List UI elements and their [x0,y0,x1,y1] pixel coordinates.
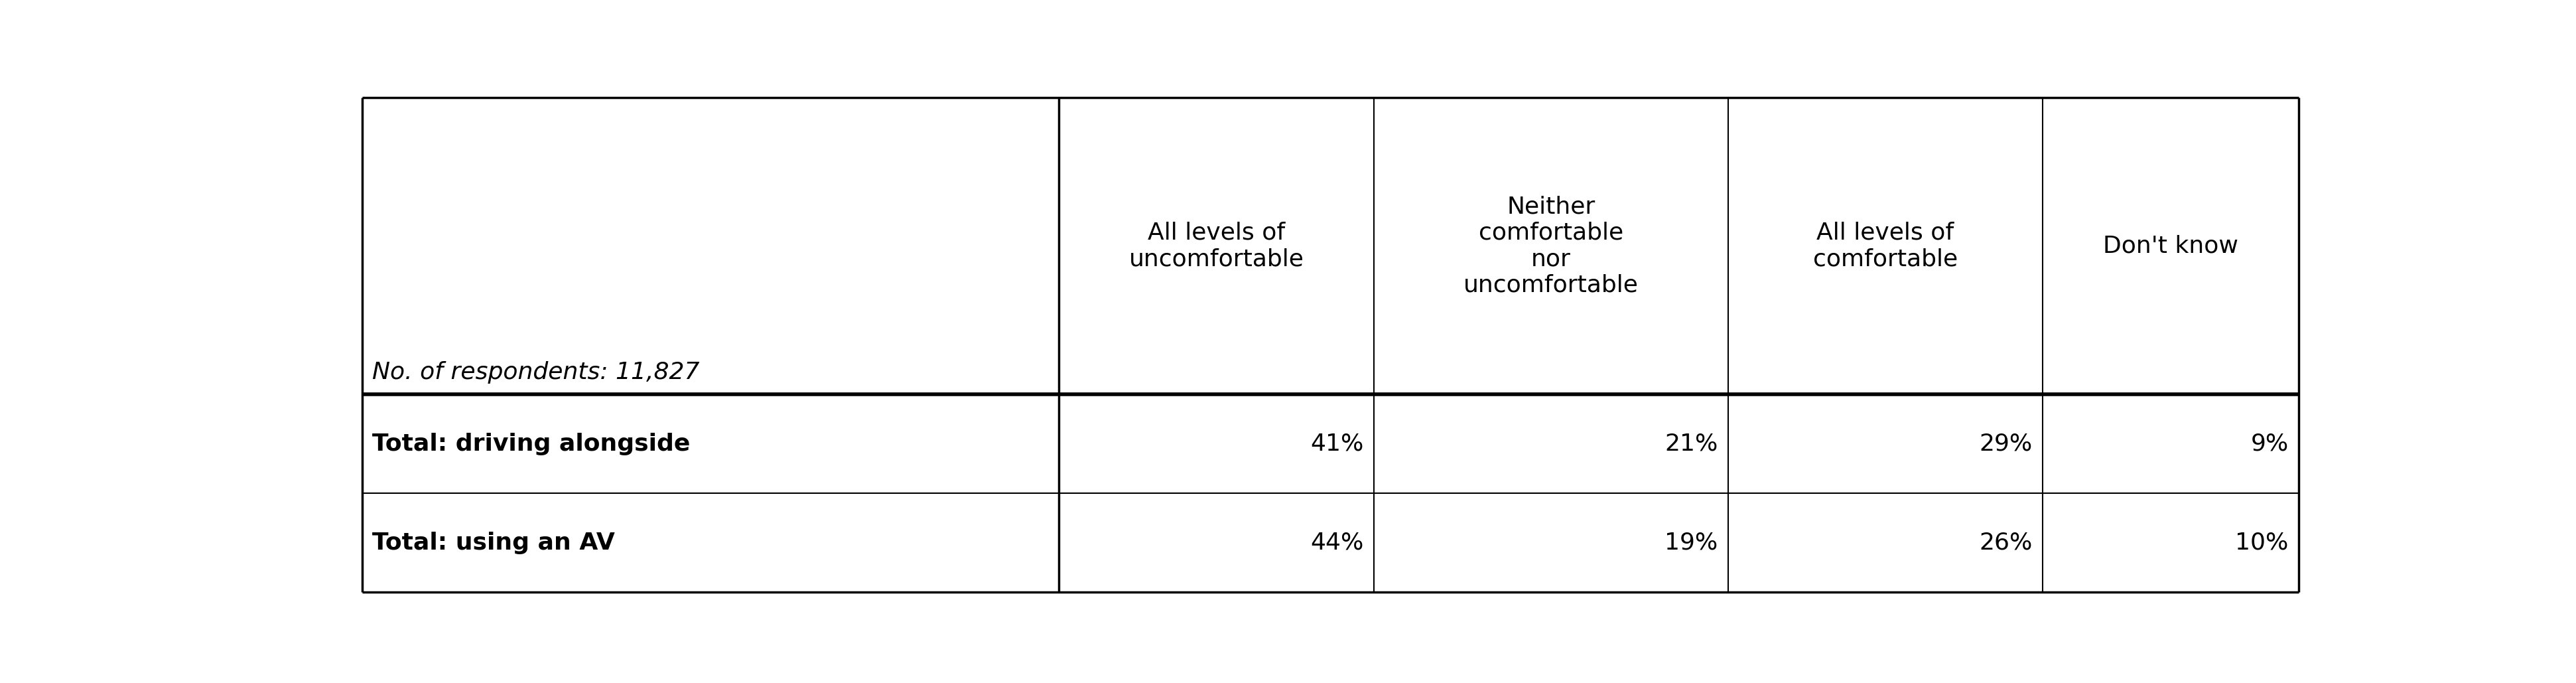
Text: All levels of
comfortable: All levels of comfortable [1814,222,1958,270]
Text: 9%: 9% [2251,432,2287,455]
Text: Don't know: Don't know [2102,235,2239,257]
Text: Total: driving alongside: Total: driving alongside [371,432,690,455]
Text: 29%: 29% [1978,432,2032,455]
Text: All levels of
uncomfortable: All levels of uncomfortable [1128,222,1303,270]
Text: 21%: 21% [1664,432,1718,455]
Text: 19%: 19% [1664,531,1718,554]
Text: Neither
comfortable
nor
uncomfortable: Neither comfortable nor uncomfortable [1463,195,1638,296]
Text: Total: using an AV: Total: using an AV [371,531,616,554]
Text: 26%: 26% [1978,531,2032,554]
Text: 44%: 44% [1311,531,1363,554]
Text: 10%: 10% [2236,531,2287,554]
Text: 41%: 41% [1311,432,1363,455]
Text: No. of respondents: 11,827: No. of respondents: 11,827 [371,361,698,384]
